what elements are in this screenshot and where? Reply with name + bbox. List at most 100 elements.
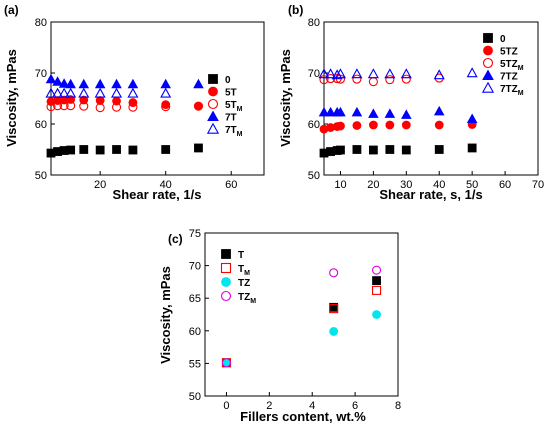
legend-label: 7TZM bbox=[500, 84, 524, 97]
data-point bbox=[385, 120, 395, 130]
data-point bbox=[466, 67, 478, 78]
data-point bbox=[352, 145, 362, 154]
y-tick-label: 65 bbox=[189, 293, 201, 305]
panel-label: (b) bbox=[288, 3, 303, 17]
legend-label: 7TM bbox=[225, 125, 243, 138]
data-point bbox=[385, 145, 395, 154]
data-point bbox=[352, 74, 362, 84]
y-tick-label: 80 bbox=[35, 17, 47, 29]
legend-label: 5TZM bbox=[500, 59, 524, 72]
data-point bbox=[384, 108, 396, 118]
y-tick-label: 70 bbox=[189, 261, 201, 273]
y-axis-label: Viscosity, mPas bbox=[278, 49, 293, 147]
legend-label: TZ bbox=[238, 278, 250, 289]
panel-label: (a) bbox=[4, 3, 19, 17]
x-tick-label: 2 bbox=[266, 400, 272, 412]
data-point bbox=[193, 78, 204, 89]
data-point bbox=[66, 145, 76, 155]
legend-label-subscript: M bbox=[237, 106, 243, 113]
data-point bbox=[111, 87, 123, 98]
y-tick-label: 50 bbox=[308, 170, 320, 182]
data-point bbox=[466, 113, 478, 123]
data-point bbox=[434, 120, 444, 130]
x-tick-label: 8 bbox=[395, 400, 401, 412]
legend-label: T bbox=[238, 250, 244, 261]
data-point bbox=[94, 87, 106, 98]
panel-label: (c) bbox=[168, 232, 183, 246]
data-point bbox=[319, 75, 329, 85]
data-point bbox=[127, 87, 139, 98]
data-point bbox=[329, 268, 339, 278]
x-tick-label: 30 bbox=[400, 179, 412, 191]
data-point bbox=[372, 276, 381, 285]
data-point bbox=[401, 145, 411, 155]
data-point bbox=[53, 101, 63, 111]
legend-label: TZM bbox=[238, 292, 256, 305]
x-tick-label: 50 bbox=[466, 179, 478, 191]
y-tick-label: 75 bbox=[189, 228, 201, 240]
series-TZ bbox=[222, 310, 381, 368]
data-point bbox=[368, 145, 378, 155]
x-tick-label: 40 bbox=[160, 179, 172, 191]
data-point bbox=[127, 78, 139, 89]
data-point bbox=[111, 102, 122, 112]
data-point bbox=[325, 68, 337, 79]
legend-marker bbox=[220, 262, 232, 274]
data-point bbox=[318, 106, 330, 117]
x-tick-label: 6 bbox=[352, 400, 358, 412]
data-point bbox=[433, 105, 445, 116]
series-7TZ bbox=[318, 105, 478, 123]
series-5TZ bbox=[319, 120, 477, 134]
data-point bbox=[58, 78, 70, 88]
legend-label: 5TZ bbox=[500, 47, 518, 58]
series-T bbox=[222, 276, 381, 368]
series-0 bbox=[46, 143, 203, 158]
chart-panel-1: (b) 10 20 30 40 50 60 70 50 60 70 80 Shear rate, s, … bbox=[278, 3, 544, 202]
legend-marker bbox=[208, 86, 218, 97]
legend-label-subscript: M bbox=[237, 131, 243, 138]
legend-marker bbox=[483, 45, 493, 56]
x-tick-label: 40 bbox=[433, 179, 445, 191]
data-point bbox=[78, 87, 90, 98]
x-tick-label: 60 bbox=[225, 179, 237, 191]
data-point bbox=[161, 102, 171, 112]
data-point bbox=[160, 78, 171, 89]
data-point bbox=[59, 101, 69, 111]
chart-panel-2: (c) 0 2 4 6 8 50 55 60 65 70 75 Fillers content, wt.… bbox=[158, 228, 401, 424]
data-point bbox=[336, 145, 345, 155]
y-axis-label: Viscosity, mPas bbox=[158, 266, 173, 364]
data-point bbox=[45, 87, 57, 98]
data-point bbox=[79, 95, 89, 105]
data-point bbox=[79, 145, 89, 154]
data-point bbox=[160, 87, 172, 98]
data-point bbox=[111, 78, 122, 89]
data-point bbox=[331, 69, 343, 80]
data-point bbox=[65, 87, 77, 98]
x-tick-label: 20 bbox=[94, 179, 106, 191]
data-point bbox=[194, 143, 203, 153]
x-axis-label: Fillers content, wt.% bbox=[240, 409, 366, 424]
series-TZ-M bbox=[221, 265, 382, 368]
data-point bbox=[352, 121, 362, 130]
x-tick-label: 20 bbox=[367, 179, 379, 191]
plot-frame bbox=[204, 232, 399, 397]
data-point bbox=[128, 145, 138, 155]
legend-marker bbox=[207, 98, 219, 110]
data-point bbox=[467, 143, 477, 153]
y-tick-label: 70 bbox=[35, 68, 47, 80]
data-point bbox=[336, 121, 345, 131]
legend-label: TM bbox=[238, 264, 250, 277]
data-point bbox=[400, 68, 412, 79]
series-5T-M bbox=[46, 101, 204, 113]
data-point bbox=[325, 106, 336, 117]
data-point bbox=[112, 145, 121, 154]
data-point bbox=[318, 68, 330, 79]
legend-marker bbox=[481, 81, 495, 93]
y-axis-label: Viscosity, mPas bbox=[4, 49, 19, 147]
legend-label: 5TM bbox=[225, 100, 243, 113]
data-point bbox=[79, 101, 89, 111]
y-tick-label: 50 bbox=[35, 170, 47, 182]
data-point bbox=[193, 101, 204, 111]
x-tick-label: 4 bbox=[309, 400, 315, 412]
